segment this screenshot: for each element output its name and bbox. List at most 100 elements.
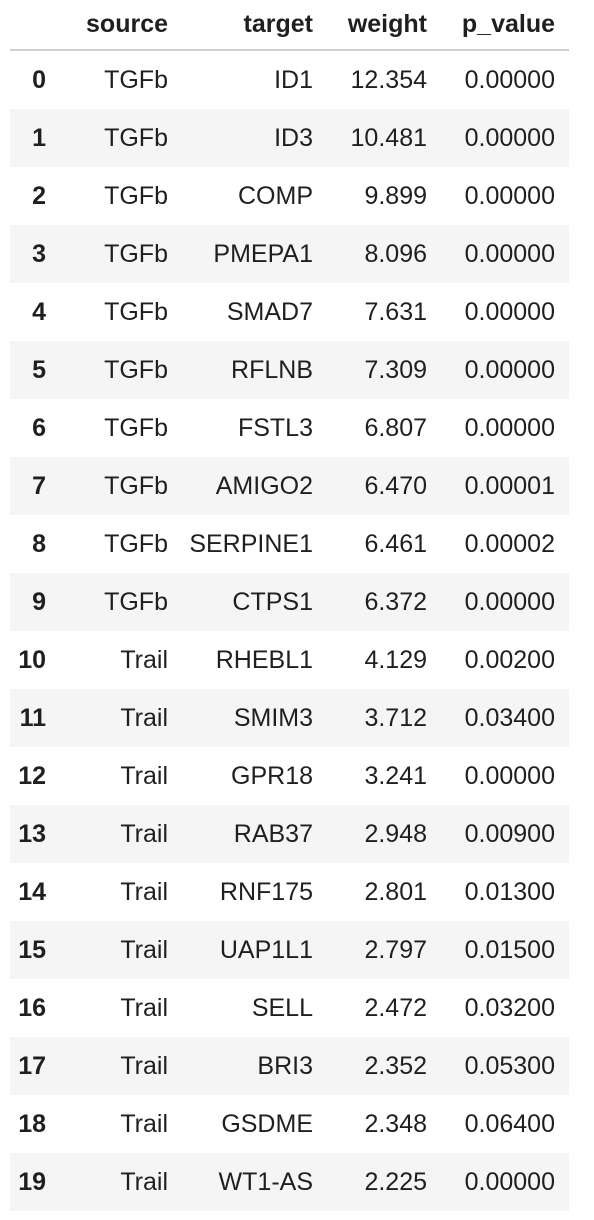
weight-cell: 7.309: [327, 341, 441, 399]
row-index: 18: [18, 1109, 46, 1138]
target-cell: RFLNB: [182, 341, 327, 399]
p-value-cell: 0.03400: [441, 689, 569, 747]
header-target: target: [182, 0, 327, 51]
source-cell: Trail: [60, 805, 182, 863]
row-index: 5: [10, 341, 60, 399]
target-cell: PMEPA1: [182, 225, 327, 283]
target-cell: WT1-AS: [182, 1153, 327, 1211]
p-value-cell: 0.00000: [441, 341, 569, 399]
target-cell: COMP: [238, 181, 313, 210]
source-cell: TGFb: [104, 413, 168, 442]
target-cell: GSDME: [221, 1109, 313, 1138]
table-row: 12 Trail GPR18 3.241 0.00000: [10, 747, 569, 805]
source-cell: TGFb: [60, 573, 182, 631]
table-row: 10 Trail RHEBL1 4.129 0.00200: [10, 631, 569, 689]
row-index: 11: [10, 689, 60, 747]
source-cell: TGFb: [104, 529, 168, 558]
row-index: 16: [18, 993, 46, 1022]
table-header: source target weight p_value: [10, 0, 569, 51]
source-cell: Trail: [120, 993, 168, 1022]
weight-cell: 10.481: [327, 109, 441, 167]
p-value-cell: 0.01500: [441, 921, 569, 979]
table-row: 9 TGFb CTPS1 6.372 0.00000: [10, 573, 569, 631]
table-row: 3 TGFb PMEPA1 8.096 0.00000: [10, 225, 569, 283]
table-body: 0 TGFb ID1 12.354 0.00000 1 TGFb ID3 10.481 0.000…: [10, 50, 569, 1211]
table-row: 15 Trail UAP1L1 2.797 0.01500: [10, 921, 569, 979]
row-index: 2: [32, 181, 46, 210]
p-value-cell: 0.00200: [464, 645, 555, 674]
target-cell: BRI3: [182, 1037, 327, 1095]
target-cell: SMAD7: [226, 297, 313, 326]
p-value-cell: 0.03200: [464, 993, 555, 1022]
p-value-cell: 0.00900: [441, 805, 569, 863]
target-cell: CTPS1: [182, 573, 327, 631]
target-cell: RAB37: [182, 805, 327, 863]
target-cell: SMIM3: [182, 689, 327, 747]
table-row: 1 TGFb ID3 10.481 0.00000: [10, 109, 569, 167]
table-row: 2 TGFb COMP 9.899 0.00000: [10, 167, 569, 225]
weight-cell: 2.797: [327, 921, 441, 979]
p-value-cell: 0.00000: [464, 761, 555, 790]
row-index: 7: [10, 457, 60, 515]
source-cell: Trail: [60, 1037, 182, 1095]
table-row: 19 Trail WT1-AS 2.225 0.00000: [10, 1153, 569, 1211]
weight-cell: 9.899: [364, 181, 427, 210]
source-cell: Trail: [120, 645, 168, 674]
source-cell: Trail: [120, 877, 168, 906]
p-value-cell: 0.00000: [464, 297, 555, 326]
source-cell: TGFb: [60, 457, 182, 515]
p-value-cell: 0.00001: [441, 457, 569, 515]
p-value-cell: 0.00000: [441, 109, 569, 167]
row-index: 0: [32, 65, 46, 94]
header-weight: weight: [327, 0, 441, 51]
p-value-cell: 0.05300: [441, 1037, 569, 1095]
target-cell: AMIGO2: [182, 457, 327, 515]
weight-cell: 6.807: [364, 413, 427, 442]
source-cell: Trail: [60, 1153, 182, 1211]
row-index: 8: [32, 529, 46, 558]
source-cell: TGFb: [104, 297, 168, 326]
p-value-cell: 0.00000: [464, 413, 555, 442]
table-row: 18 Trail GSDME 2.348 0.06400: [10, 1095, 569, 1153]
p-value-cell: 0.06400: [464, 1109, 555, 1138]
source-cell: Trail: [120, 1109, 168, 1138]
row-index: 9: [10, 573, 60, 631]
row-index: 19: [10, 1153, 60, 1211]
dataframe-output: source target weight p_value 0 TGFb ID1 12.…: [10, 0, 569, 1211]
target-cell: RHEBL1: [215, 645, 313, 674]
weight-cell: 2.472: [364, 993, 427, 1022]
table-row: 6 TGFb FSTL3 6.807 0.00000: [10, 399, 569, 457]
header-row: source target weight p_value: [10, 0, 569, 51]
target-cell: SERPINE1: [189, 529, 313, 558]
source-cell: Trail: [120, 761, 168, 790]
dataframe-table: source target weight p_value 0 TGFb ID1 12.…: [10, 0, 569, 1211]
target-cell: FSTL3: [237, 413, 313, 442]
row-index: 15: [10, 921, 60, 979]
weight-cell: 2.348: [364, 1109, 427, 1138]
weight-cell: 8.096: [327, 225, 441, 283]
row-index: 10: [18, 645, 46, 674]
p-value-cell: 0.01300: [464, 877, 555, 906]
weight-cell: 2.352: [327, 1037, 441, 1095]
target-cell: GPR18: [231, 761, 313, 790]
p-value-cell: 0.00002: [464, 529, 555, 558]
row-index: 3: [10, 225, 60, 283]
target-cell: SELL: [251, 993, 313, 1022]
row-index: 17: [10, 1037, 60, 1095]
table-row: 8 TGFb SERPINE1 6.461 0.00002: [10, 515, 569, 573]
row-index: 14: [18, 877, 46, 906]
target-cell: ID1: [274, 65, 313, 94]
source-cell: TGFb: [104, 181, 168, 210]
header-source: source: [60, 0, 182, 51]
table-row: 13 Trail RAB37 2.948 0.00900: [10, 805, 569, 863]
table-row: 5 TGFb RFLNB 7.309 0.00000: [10, 341, 569, 399]
weight-cell: 2.801: [364, 877, 427, 906]
source-cell: TGFb: [60, 225, 182, 283]
source-cell: Trail: [60, 689, 182, 747]
weight-cell: 6.372: [327, 573, 441, 631]
table-row: 4 TGFb SMAD7 7.631 0.00000: [10, 283, 569, 341]
source-cell: TGFb: [60, 109, 182, 167]
p-value-cell: 0.00000: [441, 573, 569, 631]
p-value-cell: 0.00000: [464, 181, 555, 210]
weight-cell: 2.948: [327, 805, 441, 863]
